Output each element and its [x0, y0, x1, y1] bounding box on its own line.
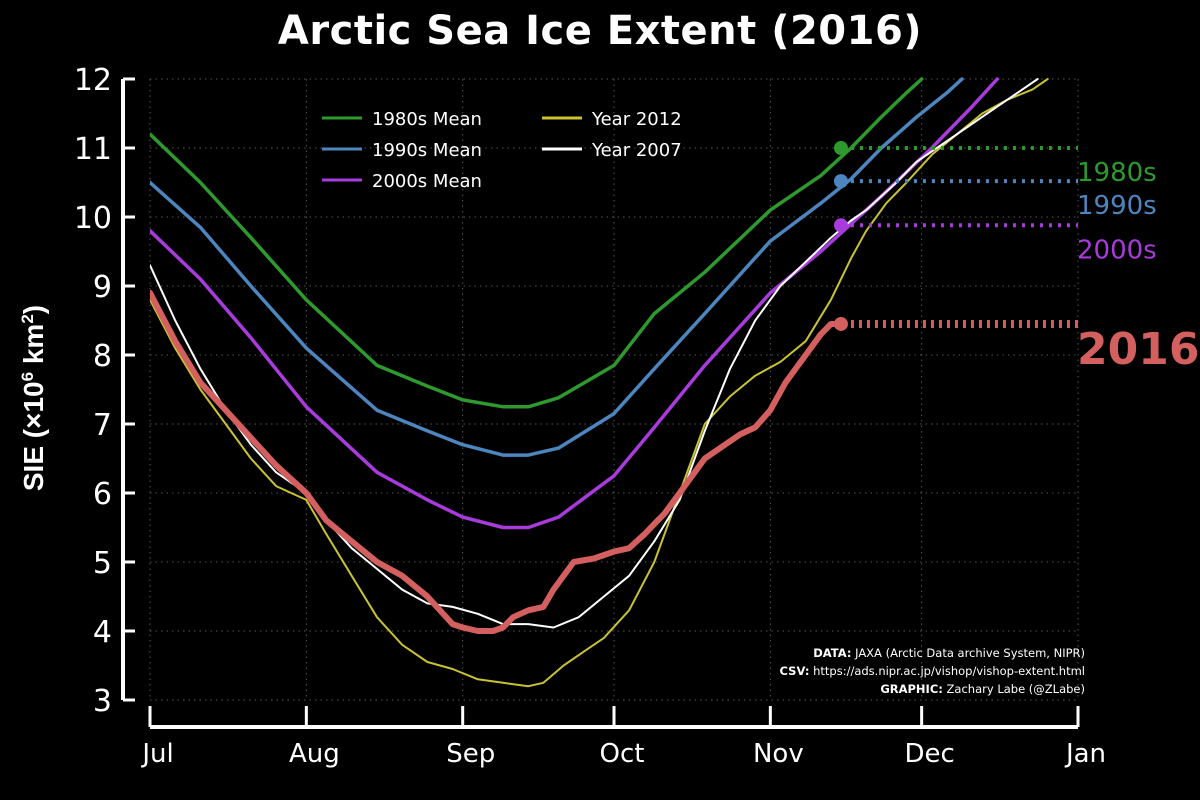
- end-label-m1980: 1980s: [1077, 158, 1157, 188]
- x-tick-label: Sep: [446, 739, 495, 769]
- x-tick-label: Aug: [289, 739, 340, 769]
- credit-data: DATA: JAXA (Arctic Data archive System, …: [813, 646, 1085, 660]
- y-tick-label: 3: [93, 684, 112, 719]
- y-tick-label: 7: [93, 408, 112, 443]
- series-lines: [150, 77, 1049, 688]
- marker-m1990: [833, 174, 848, 189]
- y-tick-label: 6: [93, 477, 112, 512]
- legend-label-m1980: 1980s Mean: [372, 109, 482, 130]
- y-tick-label: 9: [93, 270, 112, 305]
- y-tick-label: 4: [93, 615, 112, 650]
- y-tick-label: 5: [93, 546, 112, 581]
- credit-graphic: GRAPHIC: Zachary Labe (@ZLabe): [880, 682, 1085, 696]
- end-label-m2000: 2000s: [1077, 235, 1157, 265]
- series-line-y2007: [150, 78, 1039, 629]
- end-label-m1990: 1990s: [1077, 191, 1157, 221]
- legend-label-y2007: Year 2007: [591, 140, 682, 161]
- credit-csv: CSV: https://ads.nipr.ac.jp/vishop/visho…: [779, 664, 1085, 678]
- x-tick-label: Oct: [600, 739, 645, 769]
- legend-label-m1990: 1990s Mean: [372, 140, 482, 161]
- y-tick-label: 12: [74, 63, 112, 98]
- series-line-y2016: [150, 289, 844, 634]
- y-tick-label: 10: [74, 201, 112, 236]
- marker-m2000: [833, 218, 848, 233]
- x-tick-label: Jul: [140, 739, 173, 769]
- x-tick-label: Dec: [904, 739, 954, 769]
- y-tick-label: 11: [74, 132, 112, 167]
- series-line-y2012: [150, 78, 1049, 688]
- legend-label-y2012: Year 2012: [591, 109, 682, 130]
- end-label-y2016: 2016: [1077, 324, 1199, 375]
- legend-label-m2000: 2000s Mean: [372, 171, 482, 192]
- marker-m1980: [833, 141, 848, 155]
- x-tick-label: Jan: [1064, 739, 1106, 769]
- chart-title: Arctic Sea Ice Extent (2016): [277, 8, 923, 54]
- marker-y2016: [833, 316, 848, 331]
- x-tick-label: Nov: [753, 739, 804, 769]
- series-line-m1990: [150, 77, 964, 457]
- y-tick-label: 8: [93, 339, 112, 374]
- credits-block: DATA: JAXA (Arctic Data archive System, …: [780, 644, 1085, 698]
